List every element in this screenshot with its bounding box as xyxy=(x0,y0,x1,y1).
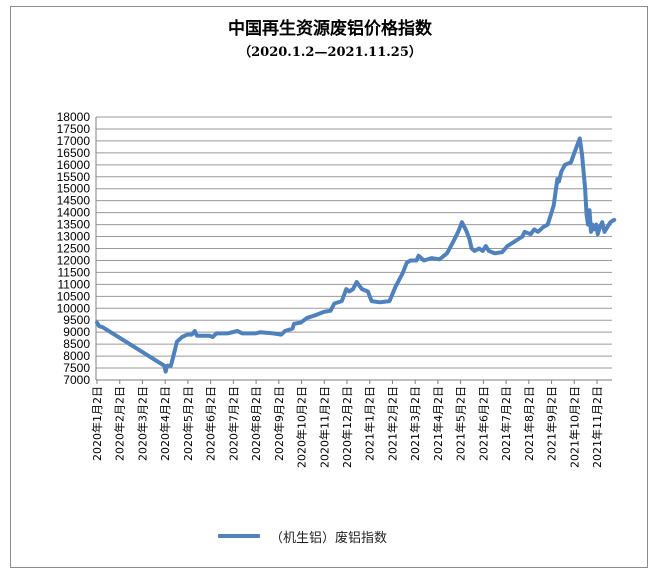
x-tick-label: 2021年3月2日 xyxy=(408,386,422,461)
x-tick-label: 2020年8月2日 xyxy=(249,386,263,461)
x-tick-label: 2021年8月2日 xyxy=(522,386,536,461)
y-tick-label: 7000 xyxy=(63,373,90,387)
chart-legend: （机生铝）废铝指数 xyxy=(218,526,387,546)
x-tick-label: 2021年10月2日 xyxy=(567,386,581,468)
y-tick-label: 11500 xyxy=(58,265,91,279)
chart-title: 中国再生资源废铝价格指数 xyxy=(228,19,432,39)
y-tick-label: 8500 xyxy=(63,337,90,351)
y-tick-label: 9000 xyxy=(63,325,90,339)
x-tick-labels: 2020年1月2日 2020年2月2日 2020年3月2日 2020年4月2日 2020… xyxy=(90,386,604,468)
axes xyxy=(95,117,612,384)
x-tick-label: 2021年2月2日 xyxy=(385,386,399,461)
y-tick-label: 8000 xyxy=(63,349,90,363)
y-tick-label: 7500 xyxy=(63,361,90,375)
x-tick-label: 2021年11月2日 xyxy=(590,386,604,468)
y-tick-label: 12000 xyxy=(57,253,91,267)
y-tick-label: 10000 xyxy=(57,301,91,315)
y-tick-labels: 7000750080008500900095001000010500110001… xyxy=(57,110,91,387)
x-tick-label: 2020年6月2日 xyxy=(204,386,218,461)
x-tick-label: 2021年4月2日 xyxy=(431,386,445,461)
y-tick-label: 13500 xyxy=(57,218,91,232)
y-tick-label: 14500 xyxy=(57,194,91,208)
x-tick-label: 2020年4月2日 xyxy=(158,386,172,461)
grid-lines xyxy=(96,116,612,381)
y-tick-label: 16000 xyxy=(57,158,91,172)
y-tick-label: 18000 xyxy=(57,110,91,124)
series-line xyxy=(95,136,617,374)
y-tick-label: 15500 xyxy=(57,170,91,184)
x-tick-label: 2020年11月2日 xyxy=(317,386,331,468)
x-tick-label: 2020年12月2日 xyxy=(340,386,354,468)
x-tick-label: 2021年6月2日 xyxy=(476,386,490,461)
chart-subtitle: （2020.1.2—2021.11.25） xyxy=(238,45,422,60)
legend-label: （机生铝）废铝指数 xyxy=(270,530,388,546)
x-tick-label: 2021年5月2日 xyxy=(454,386,468,461)
x-tick-label: 2021年9月2日 xyxy=(545,386,559,461)
y-tick-label: 15000 xyxy=(57,182,91,196)
y-tick-label: 14000 xyxy=(57,206,91,220)
y-tick-label: 10500 xyxy=(57,289,91,303)
y-tick-label: 9500 xyxy=(63,313,90,327)
x-tick-label: 2020年1月2日 xyxy=(90,386,104,461)
chart-frame xyxy=(10,6,648,568)
x-tick-label: 2021年7月2日 xyxy=(499,386,513,461)
y-tick-label: 11000 xyxy=(58,277,91,291)
y-tick-label: 17000 xyxy=(57,134,91,148)
y-tick-label: 13000 xyxy=(57,230,91,244)
y-tick-label: 16500 xyxy=(57,146,91,160)
legend-swatch xyxy=(218,534,260,538)
x-tick-label: 2020年5月2日 xyxy=(181,386,195,461)
x-tick-label: 2020年2月2日 xyxy=(113,386,127,461)
x-tick-label: 2020年7月2日 xyxy=(226,386,240,461)
x-tick-label: 2020年9月2日 xyxy=(272,386,286,461)
series-lines xyxy=(95,136,617,374)
y-tick-label: 17500 xyxy=(57,122,91,136)
x-tick-label: 2021年1月2日 xyxy=(363,386,377,461)
x-tick-label: 2020年10月2日 xyxy=(295,386,309,468)
x-tick-label: 2020年3月2日 xyxy=(135,386,149,461)
y-tick-label: 12500 xyxy=(57,242,91,256)
